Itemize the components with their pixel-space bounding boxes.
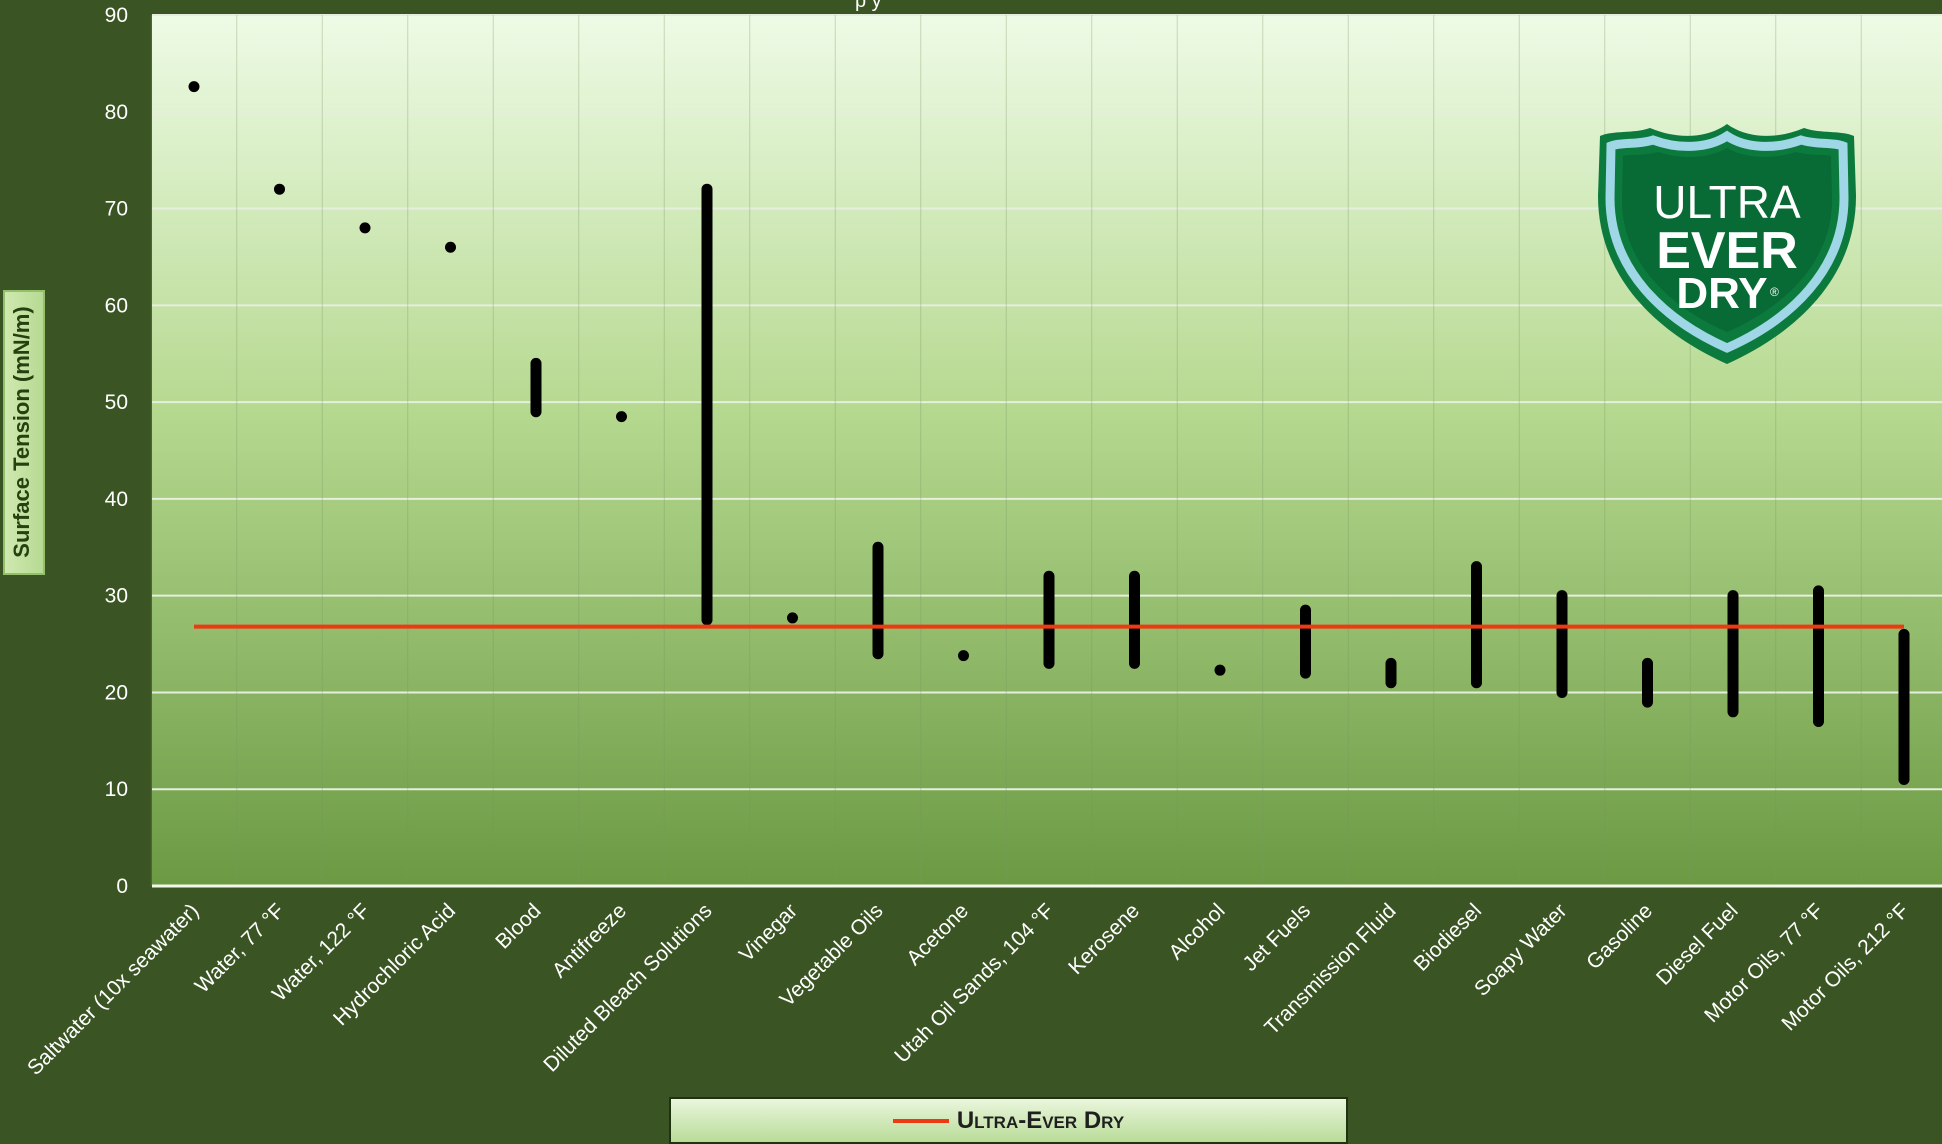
data-point: [274, 183, 285, 195]
y-tick-label: 30: [105, 585, 128, 608]
y-tick-label: 90: [105, 4, 128, 27]
data-point: [1214, 664, 1226, 676]
legend: Ultra-Ever Dry: [669, 1097, 1348, 1144]
x-category-label: Utah Oil Sands, 104 °F: [890, 899, 1058, 1067]
x-category-label: Gasoline: [1582, 899, 1657, 974]
x-category-label: Kerosene: [1064, 899, 1144, 979]
x-category-label: Saltwater (10x seawater): [23, 899, 204, 1080]
data-point: [445, 241, 456, 253]
y-tick-label: 0: [116, 875, 128, 898]
y-axis-label-box: [3, 290, 45, 575]
x-category-label: Jet Fuels: [1239, 899, 1316, 976]
y-tick-label: 20: [105, 681, 128, 704]
logo-text-line1: ULTRA: [1653, 176, 1801, 228]
y-axis-ticks: 0 10 20 30 40 50 60 70 80 90: [105, 4, 128, 898]
x-category-label: Diesel Fuel: [1652, 899, 1743, 990]
x-category-label: Acetone: [902, 899, 973, 970]
shield-logo-icon: ULTRA EVER DRY ®: [1598, 124, 1856, 364]
y-tick-label: 70: [105, 198, 128, 221]
y-axis-label: Surface Tension (mN/m): [9, 306, 34, 558]
y-tick-label: 80: [105, 101, 128, 124]
x-category-label: Soapy Water: [1470, 899, 1572, 1001]
y-tick-label: 40: [105, 488, 128, 511]
x-category-label: Antifreeze: [548, 899, 631, 982]
logo-text-line2: EVER: [1656, 222, 1798, 280]
y-tick-label: 10: [105, 778, 128, 801]
x-category-label: Blood: [491, 899, 545, 953]
legend-label: Ultra-Ever Dry: [956, 1106, 1125, 1134]
logo-text-line3: DRY: [1676, 269, 1767, 318]
x-category-label: Biodiesel: [1410, 899, 1487, 976]
grid-lines: [150, 14, 1942, 888]
data-point: [359, 222, 371, 234]
brand-logo: ULTRA EVER DRY ®: [1588, 118, 1866, 370]
logo-registered-mark: ®: [1770, 285, 1779, 299]
x-category-label: Diluted Bleach Solutions: [539, 899, 716, 1076]
data-point: [616, 411, 627, 423]
y-tick-label: 60: [105, 294, 128, 317]
chart-title-fragment: p y: [855, 0, 882, 12]
data-point: [787, 612, 798, 624]
x-category-label: Alcohol: [1165, 899, 1230, 964]
x-axis-labels: Saltwater (10x seawater)Water, 77 °FWate…: [23, 899, 1914, 1080]
data-point: [958, 650, 969, 662]
y-tick-label: 50: [105, 391, 128, 414]
legend-swatch: [892, 1118, 949, 1123]
x-category-label: Vinegar: [735, 899, 802, 966]
range-bars: [188, 81, 1910, 786]
data-point: [188, 81, 200, 93]
